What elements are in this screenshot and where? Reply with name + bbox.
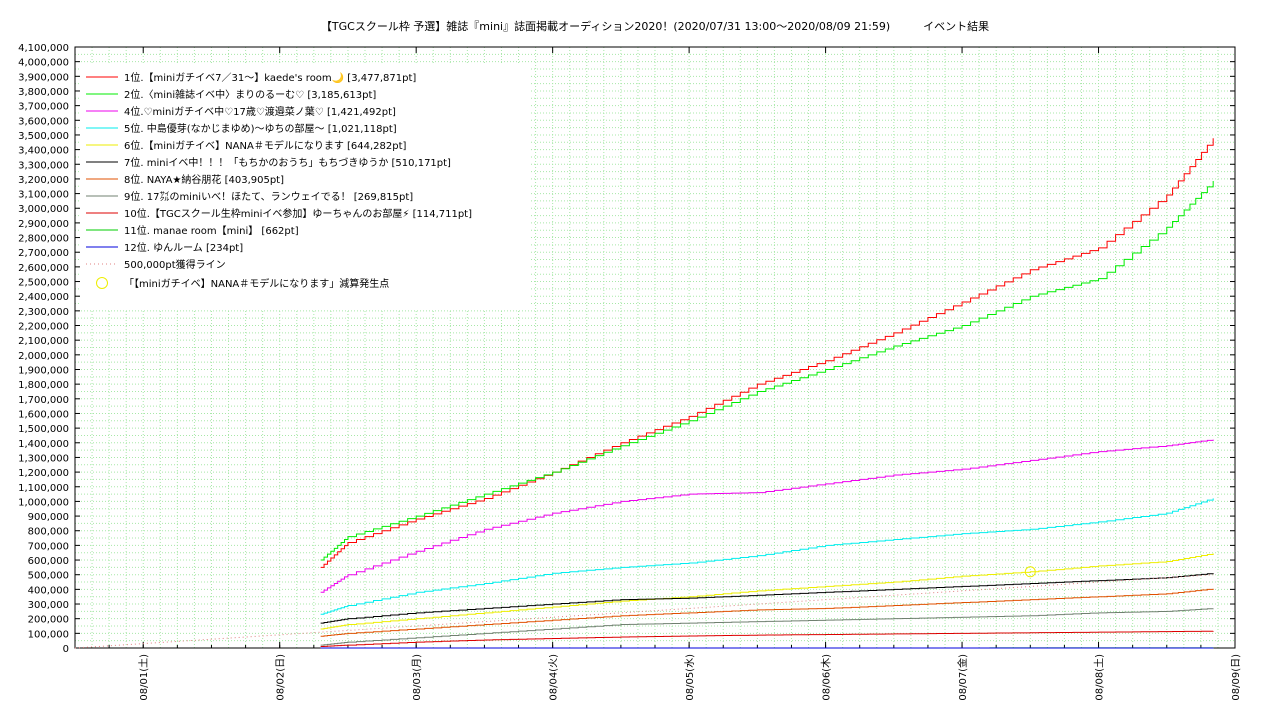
x-tick-label: 08/03(月) (411, 654, 423, 701)
x-tick-label: 08/06(木) (821, 654, 833, 701)
y-tick-label: 4,100,000 (18, 43, 69, 54)
y-tick-label: 1,700,000 (18, 395, 69, 406)
y-tick-label: 2,100,000 (18, 336, 69, 347)
y-tick-label: 3,500,000 (18, 131, 69, 142)
legend-background (80, 64, 530, 310)
y-tick-label: 3,000,000 (18, 204, 69, 215)
x-tick-label: 08/05(水) (684, 654, 696, 701)
y-tick-label: 3,300,000 (18, 160, 69, 171)
y-tick-label: 3,900,000 (18, 72, 69, 83)
legend-label-9: 11位. manae room【mini】 [662pt] (124, 224, 299, 237)
y-tick-label: 300,000 (28, 600, 69, 611)
y-tick-label: 4,000,000 (18, 58, 69, 69)
series-line-7 (320, 608, 1214, 646)
legend-label-2: 4位.♡miniガチイベ中♡17歳♡渡邉菜ノ葉♡ [1,421,492pt] (124, 105, 396, 118)
y-tick-label: 2,000,000 (18, 351, 69, 362)
y-tick-label: 500,000 (28, 571, 69, 582)
y-tick-label: 700,000 (28, 541, 69, 552)
series-line-4 (320, 553, 1214, 630)
y-tick-label: 2,600,000 (18, 263, 69, 274)
marker-0 (1024, 566, 1036, 578)
legend-label-0: 1位.【miniガチイベ7／31〜】kaede's room🌙 [3,477,8… (124, 71, 416, 84)
y-tick-label: 3,100,000 (18, 190, 69, 201)
y-tick-label: 3,600,000 (18, 116, 69, 127)
series-line-2 (320, 439, 1214, 593)
x-tick-label: 08/04(火) (548, 654, 560, 701)
y-tick-label: 1,000,000 (18, 497, 69, 508)
x-tick-label: 08/02(日) (276, 654, 287, 701)
legend-label-4: 6位.【miniガチイベ】NANA＃モデルになります [644,282pt] (124, 139, 407, 152)
y-tick-label: 0 (63, 644, 69, 655)
legend-label-3: 5位. 中島優芽(なかじまゆめ)〜ゆちの部屋〜 [1,021,118pt] (124, 122, 397, 135)
y-tick-label: 800,000 (28, 527, 69, 538)
series-line-3 (320, 498, 1214, 615)
x-tick-label: 08/08(土) (1093, 654, 1106, 701)
y-tick-label: 2,800,000 (18, 234, 69, 245)
y-tick-label: 2,500,000 (18, 278, 69, 289)
legend-label-6: 8位. NAYA★納谷朋花 [403,905pt] (124, 173, 284, 186)
y-tick-label: 3,800,000 (18, 87, 69, 98)
y-tick-label: 1,500,000 (18, 424, 69, 435)
legend-label-11: 500,000pt獲得ライン (124, 258, 226, 271)
y-tick-label: 1,900,000 (18, 365, 69, 376)
series-line-1 (320, 181, 1214, 561)
series-line-5 (320, 573, 1214, 624)
legend-label-5: 7位. miniイベ中！！！「もちかのおうち」もちづきゆうか [510,171p… (124, 156, 451, 169)
y-tick-label: 2,700,000 (18, 248, 69, 259)
series-line-8 (320, 630, 1214, 648)
y-tick-label: 200,000 (28, 615, 69, 626)
y-tick-label: 3,400,000 (18, 146, 69, 157)
x-tick-label: 08/09(日) (1231, 654, 1242, 701)
legend-marker-label-0: 「【miniガチイベ】NANA＃モデルになります」減算発生点 (124, 277, 389, 290)
y-tick-label: 1,300,000 (18, 453, 69, 464)
y-tick-label: 3,200,000 (18, 175, 69, 186)
y-tick-label: 600,000 (28, 556, 69, 567)
series-line-6 (320, 588, 1214, 637)
legend-label-10: 12位. ゆんルーム [234pt] (124, 241, 243, 254)
y-tick-label: 2,200,000 (18, 322, 69, 333)
y-tick-label: 2,900,000 (18, 219, 69, 230)
series-line-0 (320, 138, 1214, 568)
y-tick-label: 100,000 (28, 629, 69, 640)
legend-label-1: 2位.〈mini雑誌イベ中〉まりのるーむ♡ [3,185,613pt] (124, 88, 376, 101)
y-tick-label: 1,600,000 (18, 409, 69, 420)
chart-title: 【TGCスクール枠 予選】雑誌『mini』誌面掲載オーディション2020！(20… (320, 20, 990, 33)
x-tick-label: 08/01(土) (137, 654, 150, 701)
y-tick-label: 1,100,000 (18, 483, 69, 494)
y-tick-label: 2,300,000 (18, 307, 69, 318)
legend-label-8: 10位.【TGCスクール生枠miniイベ参加】ゆーちゃんのお部屋⚡ [114,7… (124, 207, 472, 220)
y-tick-label: 1,400,000 (18, 439, 69, 450)
legend-marker-0 (96, 277, 108, 289)
x-tick-label: 08/07(金) (956, 654, 969, 701)
y-tick-label: 1,800,000 (18, 380, 69, 391)
y-tick-label: 2,400,000 (18, 292, 69, 303)
y-tick-label: 1,200,000 (18, 468, 69, 479)
y-tick-label: 900,000 (28, 512, 69, 523)
legend-label-7: 9位. 17㌟のminiいべ！ほたて、ランウェイでる！ [269,815pt] (124, 190, 413, 203)
y-tick-label: 400,000 (28, 585, 69, 596)
y-tick-label: 3,700,000 (18, 102, 69, 113)
